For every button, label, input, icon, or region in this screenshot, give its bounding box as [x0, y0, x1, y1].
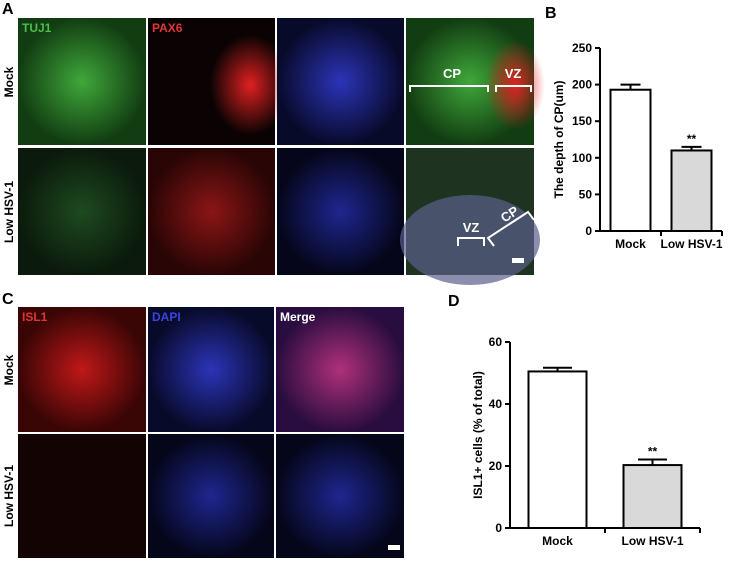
y-tick-label: 50 [579, 187, 593, 201]
scale-bar [512, 258, 524, 263]
row-label: Low HSV-1 [2, 465, 16, 527]
x-tick-label: Mock [615, 237, 646, 251]
bar [609, 88, 652, 232]
bar [527, 370, 588, 530]
image [148, 148, 275, 275]
image [18, 18, 146, 145]
marker-label: DAPI [152, 310, 181, 324]
bar [670, 149, 713, 232]
y-tick-label: 20 [489, 459, 503, 473]
marker-label: ISL1 [22, 310, 48, 324]
image [210, 35, 290, 135]
x-tick-label: Low HSV-1 [660, 237, 722, 251]
annotation: VZ [463, 220, 480, 235]
bar [622, 464, 683, 530]
image [18, 148, 146, 275]
y-tick-label: 0 [495, 521, 502, 535]
image [277, 148, 404, 275]
panel-label: D [448, 293, 460, 310]
y-tick-label: 250 [572, 41, 592, 55]
row-label: Mock [2, 66, 16, 97]
scale-bar [388, 545, 400, 550]
y-tick-label: 150 [572, 114, 592, 128]
y-tick-label: 0 [585, 224, 592, 238]
x-tick-label: Mock [542, 534, 573, 548]
y-tick-label: 200 [572, 78, 592, 92]
image [18, 307, 146, 432]
row-label: Low HSV-1 [2, 181, 16, 243]
panel-label: B [545, 5, 557, 22]
y-axis-label: ISL1+ cells (% of total) [471, 371, 485, 499]
panel-a-images [18, 18, 545, 285]
significance: ** [648, 444, 658, 458]
image [276, 307, 404, 432]
row-label: Mock [2, 354, 16, 385]
image [276, 434, 404, 558]
image [400, 195, 540, 285]
image [148, 307, 274, 432]
y-tick-label: 40 [489, 397, 503, 411]
y-axis-label: The depth of CP(um) [552, 81, 566, 199]
bracket [409, 85, 535, 247]
marker-label: TUJ1 [22, 21, 52, 35]
annotation: VZ [505, 66, 522, 81]
image [277, 18, 404, 145]
x-tick-label: Low HSV-1 [621, 534, 683, 548]
y-tick-label: 60 [489, 335, 503, 349]
panel-label: C [2, 291, 14, 308]
marker-label: Merge [280, 310, 316, 324]
image [148, 434, 274, 558]
y-tick-label: 100 [572, 151, 592, 165]
significance: ** [687, 132, 697, 146]
image [18, 434, 146, 558]
annotation: CP [443, 66, 461, 81]
panel-label: A [2, 1, 14, 18]
panel-c-images [18, 307, 404, 558]
marker-label: PAX6 [152, 21, 183, 35]
